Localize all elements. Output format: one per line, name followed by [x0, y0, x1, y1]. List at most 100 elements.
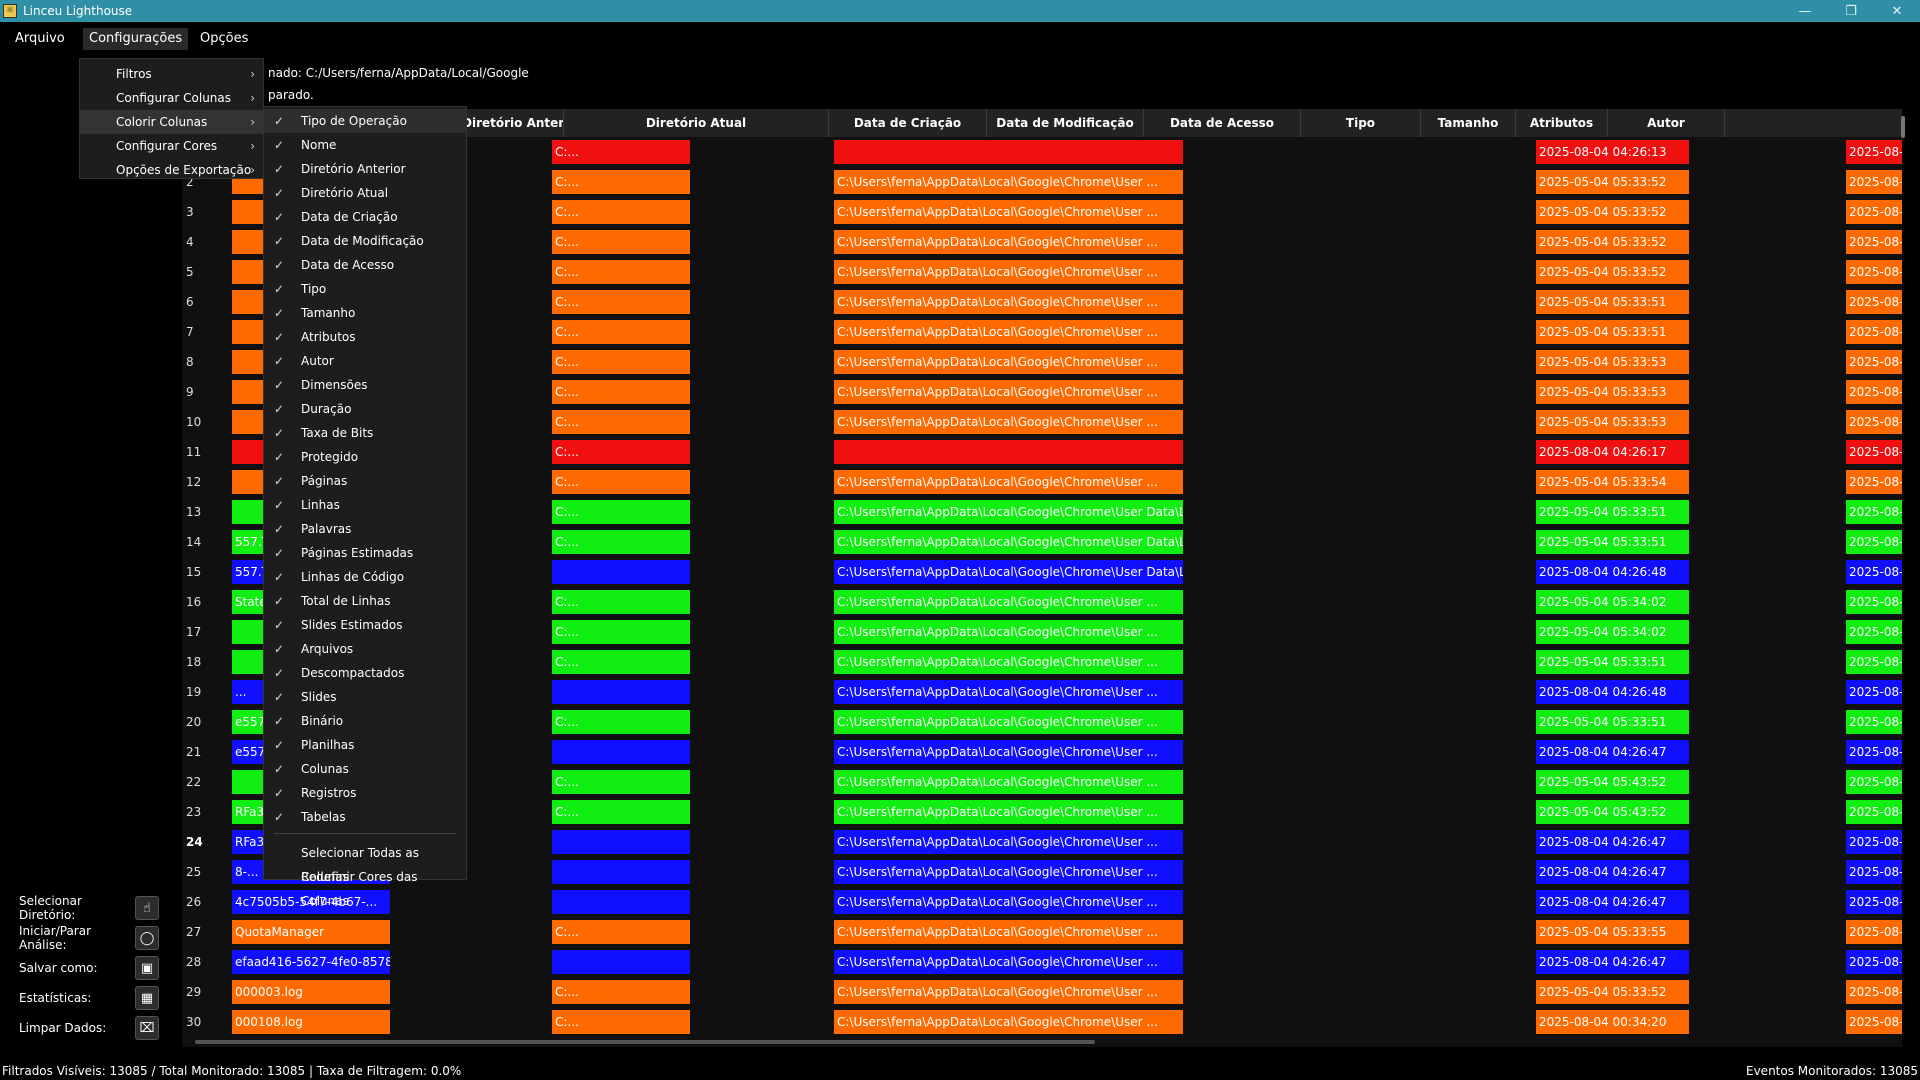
modified-date-cell[interactable]: 2025-08-04 04:26:46 [1846, 500, 1902, 524]
modified-date-cell[interactable]: 2025-08-04 04:26:46 [1846, 1010, 1902, 1034]
color-column-option[interactable]: ✓ Tipo de Operação [264, 109, 466, 133]
modified-date-cell[interactable]: 2025-08-04 04:26:46 [1846, 170, 1902, 194]
menu-opcoes[interactable]: Opções [200, 31, 249, 46]
menu-arquivo[interactable]: Arquivo [15, 31, 65, 46]
broom-icon[interactable]: ⌧ [135, 1016, 159, 1040]
created-date-cell[interactable]: 2025-08-04 04:26:48 [1536, 680, 1689, 704]
created-date-cell[interactable]: 2025-05-04 05:33:51 [1536, 290, 1689, 314]
column-header[interactable]: Autor [1608, 109, 1725, 137]
current-dir-cell[interactable]: C:\Users\ferna\AppData\Local\Google\Chro… [834, 1010, 1183, 1034]
modified-date-cell[interactable]: 2025-08-04 04:26:46 [1846, 530, 1902, 554]
minimize-icon[interactable]: — [1798, 3, 1812, 19]
color-column-option[interactable]: ✓ Tipo [264, 277, 466, 301]
previous-dir-cell[interactable]: C:... [552, 230, 690, 254]
column-header[interactable]: Tipo [1301, 109, 1421, 137]
color-column-action[interactable]: Redefinir Cores das Colunas [301, 870, 418, 908]
previous-dir-cell[interactable] [552, 680, 690, 704]
color-column-option[interactable]: ✓ Colunas [264, 757, 466, 781]
current-dir-cell[interactable]: C:\Users\ferna\AppData\Local\Google\Chro… [834, 950, 1183, 974]
current-dir-cell[interactable]: C:\Users\ferna\AppData\Local\Google\Chro… [834, 560, 1183, 584]
modified-date-cell[interactable]: 2025-08-04 04:26:46 [1846, 920, 1902, 944]
color-column-option[interactable]: ✓ Planilhas [264, 733, 466, 757]
previous-dir-cell[interactable]: C:... [552, 800, 690, 824]
color-column-option[interactable]: ✓ Arquivos [264, 637, 466, 661]
color-column-action[interactable]: Selecionar Todas as Colunas [301, 846, 419, 884]
current-dir-cell[interactable]: C:\Users\ferna\AppData\Local\Google\Chro… [834, 710, 1183, 734]
previous-dir-cell[interactable]: C:... [552, 530, 690, 554]
name-cell[interactable]: 4c7505b5-54f7-4b67-... [232, 890, 390, 914]
current-dir-cell[interactable]: C:\Users\ferna\AppData\Local\Google\Chro… [834, 920, 1183, 944]
previous-dir-cell[interactable]: C:... [552, 350, 690, 374]
previous-dir-cell[interactable]: C:... [552, 1010, 690, 1034]
modified-date-cell[interactable]: 2025-08-04 04:26:47 [1846, 950, 1902, 974]
color-column-option[interactable]: ✓ Linhas de Código [264, 565, 466, 589]
previous-dir-cell[interactable] [552, 950, 690, 974]
previous-dir-cell[interactable] [552, 830, 690, 854]
column-header[interactable]: Data de Acesso [1144, 109, 1301, 137]
created-date-cell[interactable]: 2025-05-04 05:33:52 [1536, 230, 1689, 254]
config-menu-item[interactable]: Configurar Colunas › [80, 86, 263, 110]
modified-date-cell[interactable]: 2025-08-04 04:26:46 [1846, 380, 1902, 404]
previous-dir-cell[interactable] [552, 890, 690, 914]
current-dir-cell[interactable]: C:\Users\ferna\AppData\Local\Google\Chro… [834, 500, 1183, 524]
current-dir-cell[interactable]: C:\Users\ferna\AppData\Local\Google\Chro… [834, 290, 1183, 314]
created-date-cell[interactable]: 2025-05-04 05:33:54 [1536, 470, 1689, 494]
current-dir-cell[interactable]: C:\Users\ferna\AppData\Local\Google\Chro… [834, 320, 1183, 344]
created-date-cell[interactable]: 2025-05-04 05:34:02 [1536, 620, 1689, 644]
menu-configuracoes[interactable]: Configurações [83, 28, 189, 50]
previous-dir-cell[interactable]: C:... [552, 500, 690, 524]
color-column-option[interactable]: ✓ Slides [264, 685, 466, 709]
column-header[interactable]: Data de Modificação [987, 109, 1144, 137]
color-column-option[interactable]: ✓ Slides Estimados [264, 613, 466, 637]
modified-date-cell[interactable]: 2025-08-04 04:26:14 [1846, 200, 1902, 224]
current-dir-cell[interactable]: C:\Users\ferna\AppData\Local\Google\Chro… [834, 890, 1183, 914]
color-column-option[interactable]: ✓ Diretório Anterior [264, 157, 466, 181]
modified-date-cell[interactable]: 2025-08-04 04:26:48 [1846, 560, 1902, 584]
config-menu-item[interactable]: Filtros › [80, 62, 263, 86]
previous-dir-cell[interactable]: C:... [552, 440, 690, 464]
created-date-cell[interactable]: 2025-05-04 05:33:51 [1536, 710, 1689, 734]
current-dir-cell[interactable]: C:\Users\ferna\AppData\Local\Google\Chro… [834, 740, 1183, 764]
name-cell[interactable]: efaad416-5627-4fe0-8578-... [232, 950, 390, 974]
table-row[interactable]: 26Adicionado4c7505b5-54f7-4b67-...C:\Use… [182, 887, 1902, 917]
table-row[interactable]: 29Modificado000003.logC:...C:\Users\fern… [182, 977, 1902, 1007]
current-dir-cell[interactable]: C:\Users\ferna\AppData\Local\Google\Chro… [834, 620, 1183, 644]
table-row[interactable]: 24AdicioRFa32e...C:\Users\ferna\AppData\… [182, 827, 1902, 857]
table-row[interactable]: 27ModificadoQuotaManagerC:...C:\Users\fe… [182, 917, 1902, 947]
color-column-option[interactable]: ✓ Binário [264, 709, 466, 733]
created-date-cell[interactable]: 2025-08-04 04:26:47 [1536, 740, 1689, 764]
save-icon[interactable]: ▣ [135, 956, 159, 980]
created-date-cell[interactable]: 2025-05-04 05:33:53 [1536, 410, 1689, 434]
current-dir-cell[interactable] [834, 440, 1183, 464]
column-header[interactable]: Data de Criação [829, 109, 987, 137]
chart-icon[interactable]: ▦ [135, 986, 159, 1010]
modified-date-cell[interactable]: 2025-08-04 04:26:14 [1846, 290, 1902, 314]
created-date-cell[interactable]: 2025-05-04 05:33:51 [1536, 320, 1689, 344]
created-date-cell[interactable]: 2025-05-04 05:33:52 [1536, 170, 1689, 194]
modified-date-cell[interactable]: 2025-08-04 04:26:48 [1846, 680, 1902, 704]
column-header[interactable]: Diretório Atual [564, 109, 829, 137]
modified-date-cell[interactable]: 2025-08-04 04:26:46 [1846, 590, 1902, 614]
modified-date-cell[interactable]: 2025-08-04 04:26:46 [1846, 230, 1902, 254]
color-column-option[interactable]: ✓ Páginas Estimadas [264, 541, 466, 565]
current-dir-cell[interactable]: C:\Users\ferna\AppData\Local\Google\Chro… [834, 770, 1183, 794]
created-date-cell[interactable]: 2025-05-04 05:33:51 [1536, 650, 1689, 674]
color-column-option[interactable]: ✓ Atributos [264, 325, 466, 349]
modified-date-cell[interactable]: 2025-08-04 04:26:47 [1846, 740, 1902, 764]
table-row[interactable]: 15Adicio557.TMPC:\Users\ferna\AppData\Lo… [182, 557, 1902, 587]
current-dir-cell[interactable]: C:\Users\ferna\AppData\Local\Google\Chro… [834, 260, 1183, 284]
current-dir-cell[interactable]: C:\Users\ferna\AppData\Local\Google\Chro… [834, 980, 1183, 1004]
modified-date-cell[interactable]: 2025-08-04 04:26:46 [1846, 710, 1902, 734]
table-row[interactable]: 6ModifC:...C:\Users\ferna\AppData\Local\… [182, 287, 1902, 317]
created-date-cell[interactable]: 2025-05-04 05:43:52 [1536, 770, 1689, 794]
color-column-option[interactable]: ✓ Tabelas [264, 805, 466, 829]
current-dir-cell[interactable]: C:\Users\ferna\AppData\Local\Google\Chro… [834, 170, 1183, 194]
color-column-option[interactable]: ✓ Data de Criação [264, 205, 466, 229]
previous-dir-cell[interactable] [552, 560, 690, 584]
created-date-cell[interactable]: 2025-08-04 04:26:47 [1536, 950, 1689, 974]
table-row[interactable]: 9ModifC:...C:\Users\ferna\AppData\Local\… [182, 377, 1902, 407]
current-dir-cell[interactable]: C:\Users\ferna\AppData\Local\Google\Chro… [834, 200, 1183, 224]
previous-dir-cell[interactable]: C:... [552, 590, 690, 614]
column-header[interactable]: Tamanho [1421, 109, 1516, 137]
color-column-option[interactable]: ✓ Autor [264, 349, 466, 373]
